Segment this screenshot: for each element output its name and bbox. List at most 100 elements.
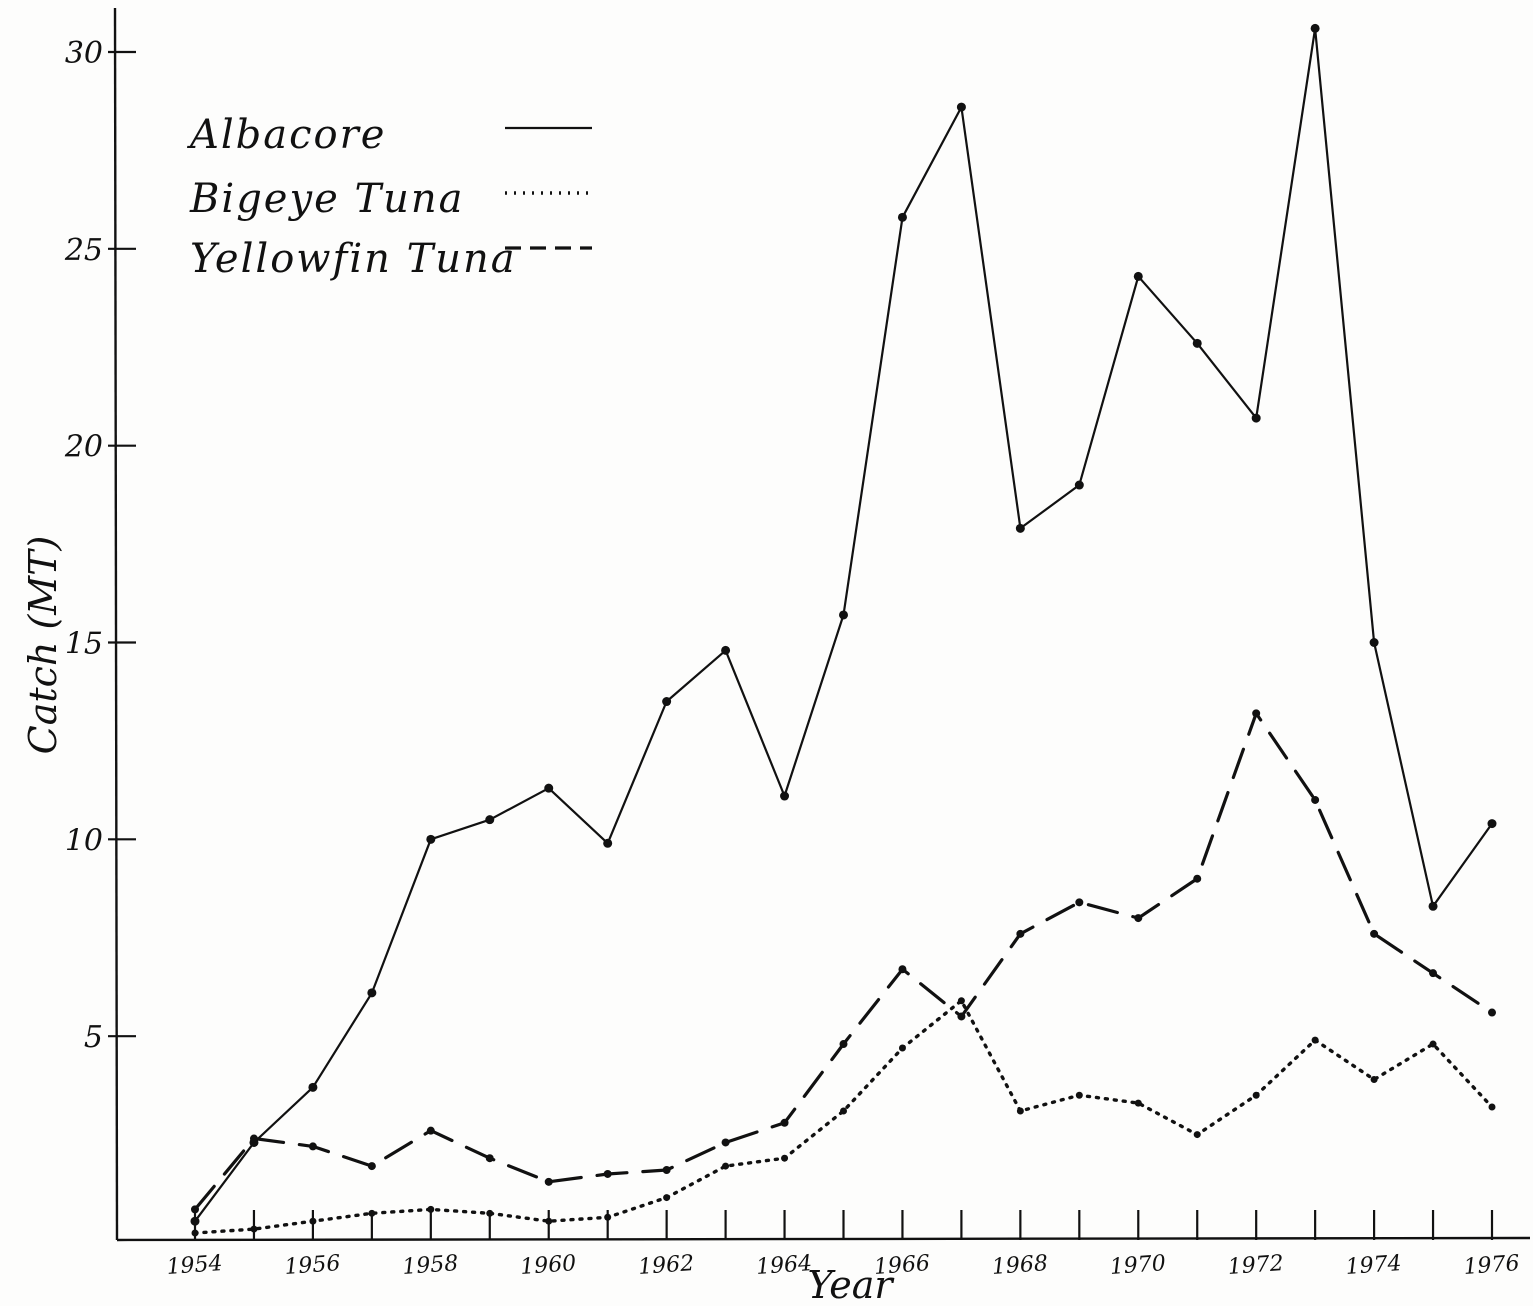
data-point (1193, 874, 1202, 883)
data-point (957, 997, 965, 1005)
legend: Albacore Bigeye Tuna Yellowfin Tuna (186, 112, 592, 282)
data-point (603, 838, 613, 848)
data-point (1252, 1091, 1260, 1099)
y-tick-label: 10 (65, 823, 103, 858)
x-tick-label: 1956 (284, 1251, 342, 1280)
data-point (1075, 1091, 1083, 1099)
data-point (1429, 1040, 1437, 1048)
data-point (368, 1209, 376, 1217)
data-point (839, 1040, 848, 1049)
data-point (721, 645, 731, 655)
legend-label: Bigeye Tuna (189, 176, 465, 222)
x-tick-label: 1962 (637, 1251, 695, 1280)
data-point (426, 1126, 435, 1135)
x-axis-title: Year (807, 1263, 895, 1306)
series-layer (190, 23, 1497, 1237)
data-point (956, 102, 966, 112)
data-point (1192, 338, 1202, 348)
data-point (544, 783, 554, 793)
data-point (1193, 1131, 1201, 1139)
x-tick-label: 1960 (519, 1251, 577, 1280)
x-tick-label: 1976 (1463, 1251, 1521, 1280)
axes (113, 7, 1531, 1242)
data-point (191, 1229, 199, 1237)
data-point (663, 1194, 671, 1202)
y-axis-line (113, 7, 119, 1241)
data-point (1311, 795, 1320, 804)
data-point (1428, 901, 1438, 911)
x-tick-label: 1972 (1227, 1251, 1285, 1280)
legend-label: Albacore (186, 112, 386, 158)
data-point (486, 1209, 494, 1217)
y-tick-label: 25 (64, 233, 103, 268)
x-tick-label: 1958 (402, 1251, 460, 1280)
data-point (721, 1138, 730, 1147)
data-point (1311, 1036, 1319, 1044)
data-point (545, 1217, 553, 1225)
series-line-bigeye-tuna (193, 999, 1494, 1235)
data-point (1370, 1075, 1378, 1083)
data-point (898, 965, 907, 974)
x-tick-label: 1966 (873, 1251, 931, 1280)
data-point (250, 1225, 258, 1233)
x-tick-label: 1970 (1109, 1251, 1167, 1280)
data-point (780, 1118, 789, 1127)
data-point (840, 1107, 847, 1115)
data-point (722, 1162, 730, 1170)
data-point (604, 1213, 612, 1221)
data-point (1134, 1099, 1142, 1107)
y-tick-label: 15 (65, 627, 103, 662)
data-point (1487, 819, 1497, 829)
series-line-yellowfin-tuna (193, 711, 1494, 1212)
data-point (367, 1162, 376, 1171)
data-point (367, 988, 377, 998)
data-point (957, 1012, 966, 1021)
x-tick-label: 1964 (755, 1251, 813, 1280)
data-point (839, 610, 848, 620)
data-point (1015, 523, 1025, 533)
series-bigeye-tuna (191, 997, 1496, 1237)
data-point (544, 1177, 553, 1186)
data-point (1252, 709, 1261, 718)
y-tick-label: 30 (65, 36, 103, 71)
data-point (781, 1154, 789, 1162)
data-point (662, 697, 672, 707)
data-point (426, 834, 436, 844)
data-point (897, 212, 907, 222)
data-point (1310, 23, 1320, 33)
data-point (780, 791, 790, 801)
legend-entry-albacore: Albacore (186, 112, 592, 158)
data-point (1488, 1103, 1496, 1111)
data-point (1134, 914, 1143, 923)
x-tick-label: 1954 (166, 1251, 224, 1280)
x-tick-label: 1974 (1345, 1251, 1403, 1280)
y-tick-label: 5 (84, 1020, 103, 1055)
data-point (898, 1044, 906, 1052)
series-yellowfin-tuna (191, 709, 1496, 1214)
x-tick-label: 1968 (991, 1251, 1049, 1280)
data-point (1075, 898, 1084, 907)
data-point (309, 1217, 317, 1225)
data-point (1016, 1107, 1024, 1115)
data-point (1369, 638, 1379, 647)
x-axis-ticks: 1954 1956 1958 1960 1962 1964 1966 1968 1970 1972… (166, 1210, 1521, 1280)
y-axis-ticks: 5 10 15 20 25 30 (64, 36, 136, 1055)
data-point (190, 1216, 200, 1226)
legend-entry-yellowfin-tuna: Yellowfin Tuna (190, 236, 592, 282)
data-point (485, 1154, 494, 1163)
data-point (249, 1134, 258, 1143)
data-point (1251, 413, 1261, 423)
data-point (1370, 929, 1379, 938)
x-axis-line (116, 1236, 1531, 1242)
data-point (191, 1205, 199, 1214)
data-point (427, 1205, 435, 1213)
data-point (308, 1082, 318, 1092)
data-point (1429, 969, 1438, 978)
data-point (1133, 271, 1143, 281)
data-point (308, 1142, 317, 1151)
data-point (603, 1169, 612, 1178)
data-point (1074, 480, 1084, 490)
data-point (1016, 929, 1025, 938)
